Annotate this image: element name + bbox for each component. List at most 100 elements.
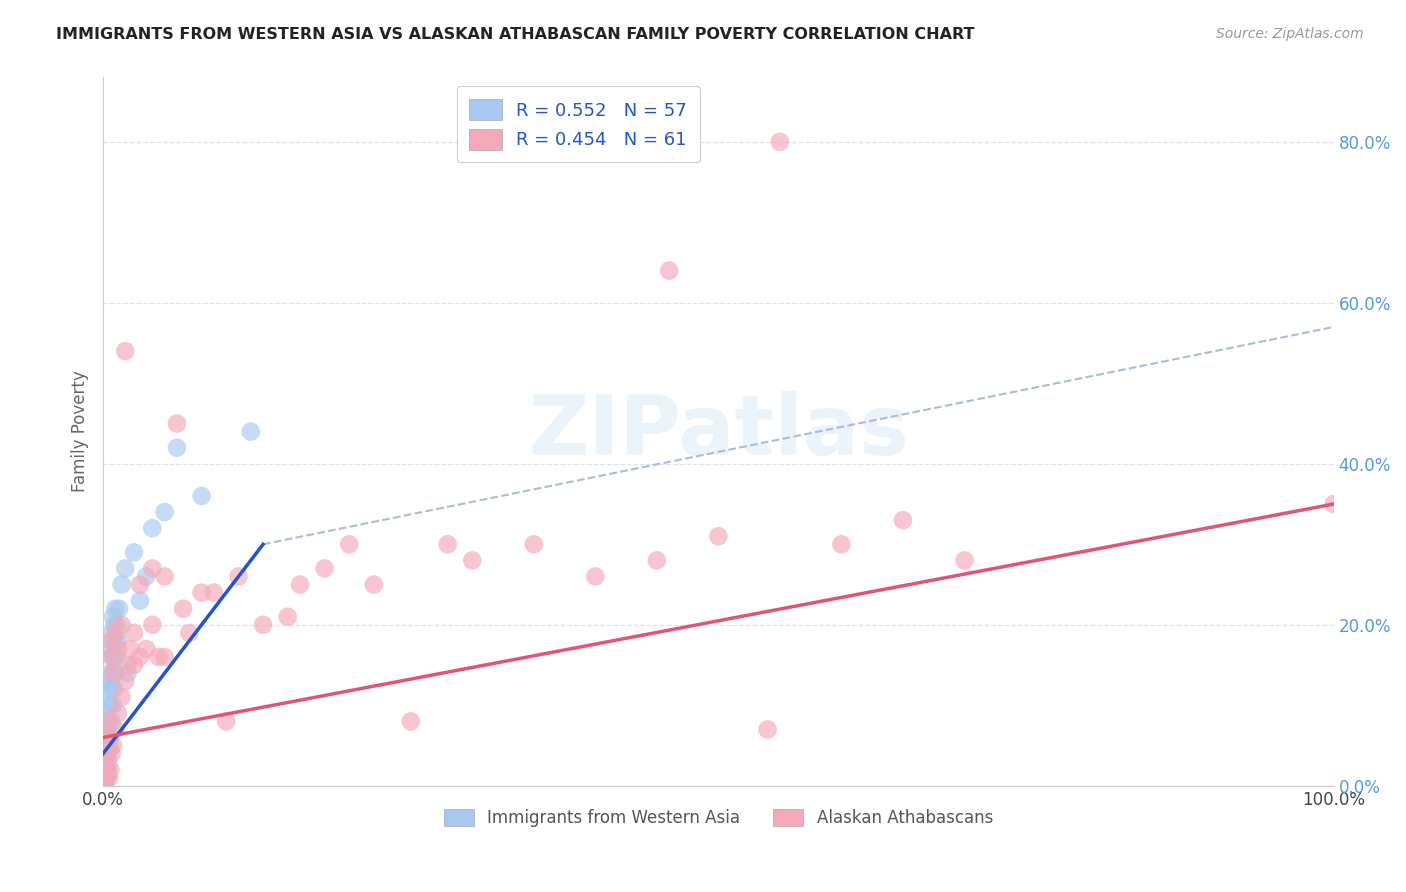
Point — [100, 633, 122, 648]
Point — [96, 763, 118, 777]
Point — [129, 577, 152, 591]
Point — [100, 698, 122, 713]
Point — [100, 650, 122, 665]
Point — [202, 585, 225, 599]
Point — [166, 441, 188, 455]
Point — [94, 771, 117, 785]
Point — [239, 425, 262, 439]
Point — [100, 650, 122, 665]
Point — [100, 731, 122, 745]
Point — [523, 537, 546, 551]
Point — [399, 714, 422, 729]
Point — [172, 601, 194, 615]
Point — [94, 755, 117, 769]
Point — [96, 731, 118, 745]
Point — [114, 561, 136, 575]
Point — [104, 601, 127, 615]
Point — [110, 577, 132, 591]
Point — [461, 553, 484, 567]
Point — [141, 617, 163, 632]
Point — [100, 625, 122, 640]
Point — [101, 633, 124, 648]
Point — [953, 553, 976, 567]
Point — [337, 537, 360, 551]
Point — [363, 577, 385, 591]
Point — [93, 774, 115, 789]
Point — [101, 698, 124, 713]
Point — [120, 642, 142, 657]
Y-axis label: Family Poverty: Family Poverty — [72, 371, 89, 492]
Point — [101, 666, 124, 681]
Point — [98, 771, 121, 785]
Text: Source: ZipAtlas.com: Source: ZipAtlas.com — [1216, 27, 1364, 41]
Point — [707, 529, 730, 543]
Point — [96, 714, 118, 729]
Point — [98, 739, 121, 753]
Point — [166, 417, 188, 431]
Point — [98, 731, 121, 745]
Point — [100, 714, 122, 729]
Point — [97, 747, 120, 761]
Point — [94, 771, 117, 785]
Point — [105, 617, 128, 632]
Point — [135, 569, 157, 583]
Point — [104, 666, 127, 681]
Point — [93, 774, 115, 789]
Point — [1323, 497, 1346, 511]
Point — [117, 658, 139, 673]
Point — [179, 625, 201, 640]
Point — [114, 674, 136, 689]
Point — [101, 739, 124, 753]
Point — [94, 774, 117, 789]
Point — [97, 763, 120, 777]
Point — [135, 642, 157, 657]
Point — [129, 593, 152, 607]
Point — [107, 633, 129, 648]
Point — [122, 625, 145, 640]
Point — [93, 755, 115, 769]
Point — [94, 747, 117, 761]
Point — [252, 617, 274, 632]
Point — [97, 755, 120, 769]
Point — [153, 569, 176, 583]
Point — [122, 658, 145, 673]
Point — [830, 537, 852, 551]
Point — [141, 521, 163, 535]
Point — [100, 642, 122, 657]
Point — [108, 601, 131, 615]
Point — [645, 553, 668, 567]
Point — [104, 633, 127, 648]
Point — [94, 731, 117, 745]
Point — [103, 682, 125, 697]
Point — [96, 747, 118, 761]
Point — [114, 344, 136, 359]
Point — [100, 747, 122, 761]
Point — [107, 706, 129, 721]
Point — [141, 561, 163, 575]
Point — [277, 609, 299, 624]
Point — [117, 666, 139, 681]
Point — [94, 734, 117, 748]
Point — [215, 714, 238, 729]
Point — [105, 650, 128, 665]
Point — [97, 723, 120, 737]
Point — [110, 617, 132, 632]
Point — [314, 561, 336, 575]
Point — [190, 585, 212, 599]
Point — [104, 625, 127, 640]
Point — [93, 747, 115, 761]
Point — [153, 650, 176, 665]
Point — [436, 537, 458, 551]
Point — [103, 617, 125, 632]
Point — [107, 642, 129, 657]
Point — [98, 666, 121, 681]
Point — [100, 682, 122, 697]
Point — [98, 682, 121, 697]
Point — [583, 569, 606, 583]
Point — [93, 771, 115, 785]
Point — [96, 763, 118, 777]
Point — [288, 577, 311, 591]
Legend: Immigrants from Western Asia, Alaskan Athabascans: Immigrants from Western Asia, Alaskan At… — [437, 803, 1000, 834]
Point — [769, 135, 792, 149]
Point — [148, 650, 170, 665]
